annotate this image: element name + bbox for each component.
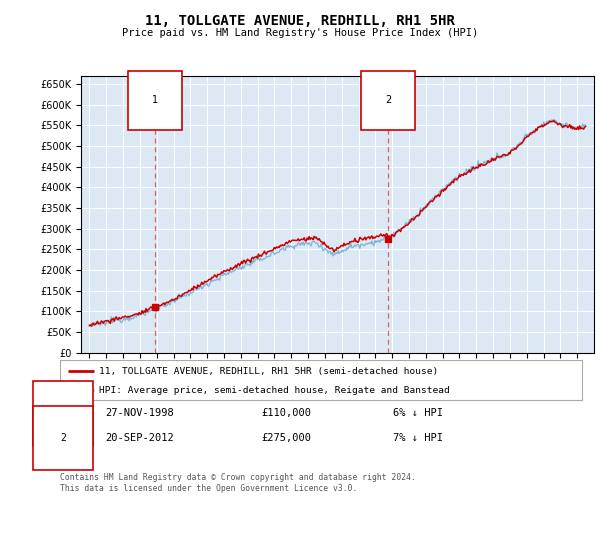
Text: Contains HM Land Registry data © Crown copyright and database right 2024.
This d: Contains HM Land Registry data © Crown c… [60, 473, 416, 493]
Text: 2: 2 [385, 95, 391, 105]
Text: 20-SEP-2012: 20-SEP-2012 [105, 433, 174, 443]
Text: 1: 1 [60, 408, 66, 418]
Text: 6% ↓ HPI: 6% ↓ HPI [393, 408, 443, 418]
Text: 7% ↓ HPI: 7% ↓ HPI [393, 433, 443, 443]
Text: 11, TOLLGATE AVENUE, REDHILL, RH1 5HR: 11, TOLLGATE AVENUE, REDHILL, RH1 5HR [145, 14, 455, 28]
Text: £275,000: £275,000 [261, 433, 311, 443]
Text: 11, TOLLGATE AVENUE, REDHILL, RH1 5HR (semi-detached house): 11, TOLLGATE AVENUE, REDHILL, RH1 5HR (s… [99, 367, 439, 376]
Text: Price paid vs. HM Land Registry's House Price Index (HPI): Price paid vs. HM Land Registry's House … [122, 28, 478, 38]
Text: 1: 1 [152, 95, 158, 105]
Text: 27-NOV-1998: 27-NOV-1998 [105, 408, 174, 418]
Text: HPI: Average price, semi-detached house, Reigate and Banstead: HPI: Average price, semi-detached house,… [99, 386, 450, 395]
Text: £110,000: £110,000 [261, 408, 311, 418]
Text: 2: 2 [60, 433, 66, 443]
